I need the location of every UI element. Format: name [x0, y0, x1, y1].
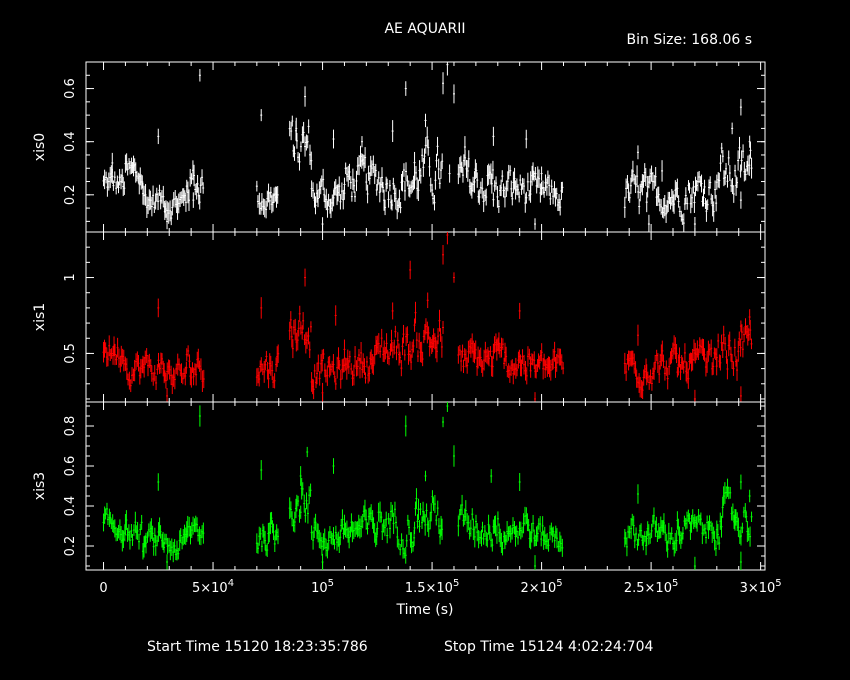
- series-xis1: [102, 232, 753, 402]
- x-tick-label: 2.5×105: [624, 578, 678, 596]
- chart-panels: 0.2 0.4 0.6 xis0 0.5 1 xis1 0.2 0.4 0.6 0.8 xis3: [32, 61, 766, 571]
- x-tick-label: 5×104: [192, 578, 234, 596]
- series-xis3: [102, 402, 753, 570]
- y-tick-label: 0.6: [63, 456, 78, 477]
- series-xis0: [102, 62, 753, 232]
- x-axis: 0 5×104 105 1.5×105 2×105 2.5×105 3×105: [99, 578, 781, 596]
- x-axis-label: Time (s): [396, 602, 454, 618]
- x-tick-label: 3×105: [740, 578, 782, 596]
- panel-xis0: 0.2 0.4 0.6 xis0: [32, 61, 766, 233]
- x-tick-label: 1.5×105: [405, 578, 459, 596]
- y-tick-label: 0.2: [63, 184, 78, 205]
- x-tick-label: 0: [99, 581, 107, 596]
- chart-title: AE AQUARII: [384, 21, 465, 37]
- panel-frame: [85, 401, 766, 571]
- y-axis-label-xis1: xis1: [32, 303, 48, 331]
- panel-xis3: 0.2 0.4 0.6 0.8 xis3: [32, 401, 766, 571]
- x-tick-label: 105: [311, 578, 334, 596]
- y-tick-label: 0.2: [63, 536, 78, 557]
- y-tick-label: 0.5: [63, 343, 78, 364]
- y-tick-label: 0.4: [63, 496, 78, 517]
- y-axis-label-xis0: xis0: [32, 133, 48, 161]
- y-tick-label: 1: [63, 273, 78, 281]
- y-tick-label: 0.6: [63, 78, 78, 99]
- panel-frame: [85, 231, 766, 403]
- y-tick-label: 0.8: [63, 416, 78, 437]
- panel-xis1: 0.5 1 xis1: [32, 231, 766, 403]
- bin-size-label: Bin Size: 168.06 s: [627, 32, 752, 48]
- stop-time-label: Stop Time 15124 4:02:24:704: [444, 639, 653, 655]
- start-time-label: Start Time 15120 18:23:35:786: [147, 639, 368, 655]
- y-tick-label: 0.4: [63, 131, 78, 152]
- y-axis-label-xis3: xis3: [32, 472, 48, 500]
- x-tick-label: 2×105: [521, 578, 563, 596]
